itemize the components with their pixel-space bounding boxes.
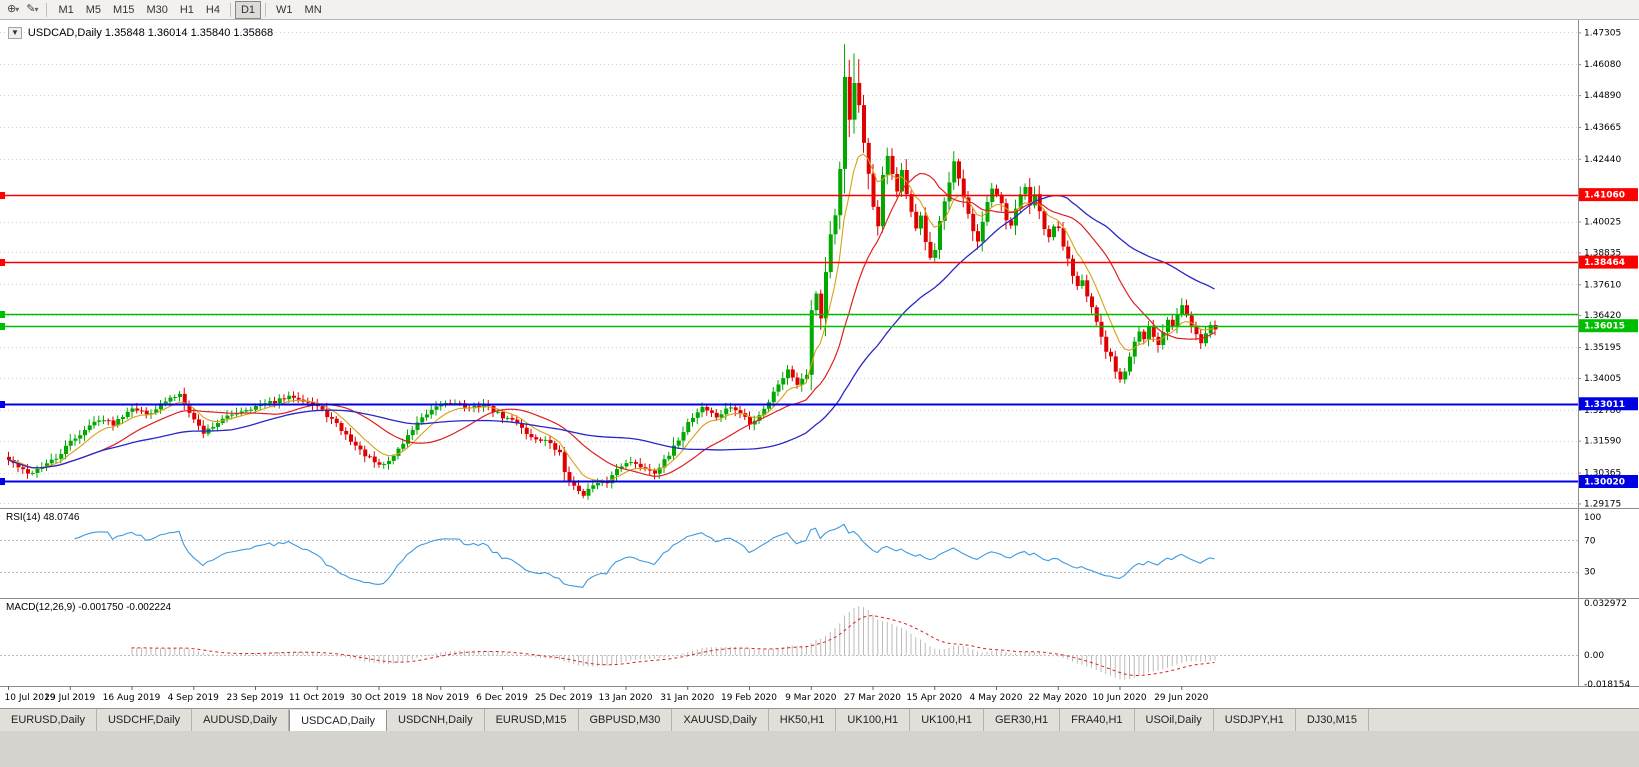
top-toolbar: ⊕▾ ✎▾ M1 M5 M15 M30 H1 H4 D1 W1 MN	[0, 0, 1639, 20]
timeframe-m30-button[interactable]: M30	[146, 3, 168, 16]
timeframe-buttons: M1 M5 M15 M30 H1 H4 D1 W1 MN	[52, 0, 327, 19]
chart-tab-usdjpy-h1[interactable]: USDJPY,H1	[1214, 709, 1296, 731]
chart-tab-ger30-h1[interactable]: GER30,H1	[984, 709, 1061, 731]
toolbar-separator	[229, 2, 231, 17]
chart-tab-eurusd-daily[interactable]: EURUSD,Daily	[0, 709, 97, 731]
chart-window: ▼ USDCAD,Daily 1.35848 1.36014 1.35840 1…	[0, 20, 1639, 708]
timeframe-m15-button[interactable]: M15	[113, 3, 135, 16]
timeframe-d1-button[interactable]: D1	[234, 0, 262, 19]
chart-tab-usdcad-daily[interactable]: USDCAD,Daily	[289, 710, 388, 731]
chart-tab-usdchf-daily[interactable]: USDCHF,Daily	[97, 709, 193, 731]
toolbar-separator	[46, 2, 48, 17]
chart-tab-gbpusd-m30[interactable]: GBPUSD,M30	[579, 709, 673, 731]
timeframe-mn-button[interactable]: MN	[304, 3, 322, 16]
chart-tab-uk100-h1[interactable]: UK100,H1	[836, 709, 911, 731]
timeframe-w1-button[interactable]: W1	[276, 3, 293, 16]
crosshair-icon[interactable]: ⊕▾	[7, 3, 20, 15]
chart-tab-uk100-h1[interactable]: UK100,H1	[910, 709, 984, 731]
pencil-icon[interactable]: ✎▾	[26, 3, 39, 15]
chart-tab-usoil-daily[interactable]: USOil,Daily	[1135, 709, 1214, 731]
chart-tab-hk50-h1[interactable]: HK50,H1	[769, 709, 837, 731]
timeframe-m5-button[interactable]: M5	[85, 3, 102, 16]
timeframe-h4-button[interactable]: H4	[205, 3, 220, 16]
chart-tab-usdcnh-daily[interactable]: USDCNH,Daily	[387, 709, 485, 731]
chart-tab-dj30-m15[interactable]: DJ30,M15	[1296, 709, 1369, 731]
toolbar-separator	[265, 2, 267, 17]
timeframe-h1-button[interactable]: H1	[179, 3, 194, 16]
price-chart-canvas[interactable]	[0, 20, 1639, 708]
chart-tab-eurusd-m15[interactable]: EURUSD,M15	[485, 709, 579, 731]
chart-tab-audusd-daily[interactable]: AUDUSD,Daily	[192, 709, 290, 731]
chart-tab-xauusd-daily[interactable]: XAUUSD,Daily	[672, 709, 769, 731]
timeframe-m1-button[interactable]: M1	[58, 3, 74, 16]
workspace-background	[0, 731, 1639, 767]
chart-tab-fra40-h1[interactable]: FRA40,H1	[1060, 709, 1135, 731]
chart-tab-bar: EURUSD,Daily USDCHF,Daily AUDUSD,Daily USDC…	[0, 708, 1639, 731]
